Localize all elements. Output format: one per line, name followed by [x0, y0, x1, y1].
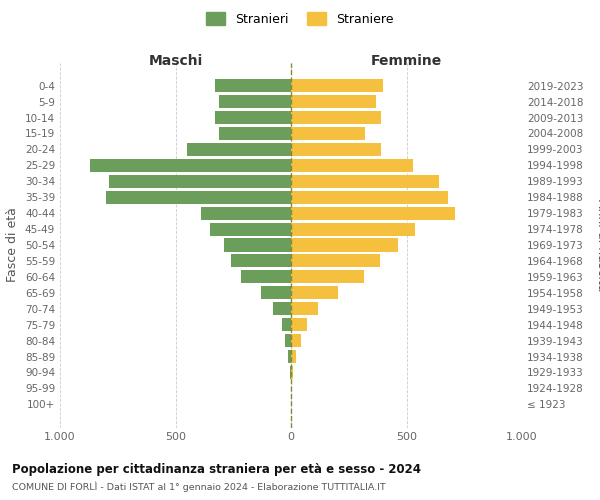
Y-axis label: Fasce di età: Fasce di età — [7, 208, 19, 282]
Bar — [282, 318, 291, 331]
Bar — [291, 334, 301, 347]
Bar — [201, 206, 291, 220]
Y-axis label: Anni di nascita: Anni di nascita — [595, 198, 600, 291]
Bar — [291, 254, 380, 268]
Bar — [272, 302, 291, 316]
Bar — [224, 238, 291, 252]
Bar — [291, 270, 364, 283]
Bar — [231, 254, 291, 268]
Bar — [291, 286, 338, 300]
Bar — [109, 174, 291, 188]
Bar — [291, 127, 365, 140]
Bar — [291, 366, 293, 379]
Bar — [220, 95, 291, 108]
Text: Femmine: Femmine — [371, 54, 442, 68]
Bar — [261, 286, 291, 300]
Bar — [291, 79, 383, 92]
Bar — [291, 318, 307, 331]
Bar — [106, 190, 291, 203]
Bar — [220, 127, 291, 140]
Bar — [241, 270, 291, 283]
Bar — [291, 206, 455, 220]
Bar — [291, 174, 439, 188]
Bar — [291, 350, 296, 363]
Text: Maschi: Maschi — [148, 54, 203, 68]
Bar — [290, 366, 291, 379]
Bar — [291, 159, 413, 172]
Bar — [291, 302, 317, 316]
Text: Popolazione per cittadinanza straniera per età e sesso - 2024: Popolazione per cittadinanza straniera p… — [12, 462, 421, 475]
Bar — [215, 111, 291, 124]
Legend: Stranieri, Straniere: Stranieri, Straniere — [202, 7, 398, 31]
Bar — [210, 222, 291, 235]
Bar — [291, 143, 381, 156]
Bar — [215, 79, 291, 92]
Bar — [291, 238, 398, 252]
Bar — [187, 143, 291, 156]
Bar — [291, 95, 376, 108]
Bar — [285, 334, 291, 347]
Bar — [287, 350, 291, 363]
Bar — [291, 222, 415, 235]
Bar — [291, 190, 448, 203]
Bar — [90, 159, 291, 172]
Text: COMUNE DI FORLÌ - Dati ISTAT al 1° gennaio 2024 - Elaborazione TUTTITALIA.IT: COMUNE DI FORLÌ - Dati ISTAT al 1° genna… — [12, 482, 386, 492]
Bar — [291, 111, 381, 124]
